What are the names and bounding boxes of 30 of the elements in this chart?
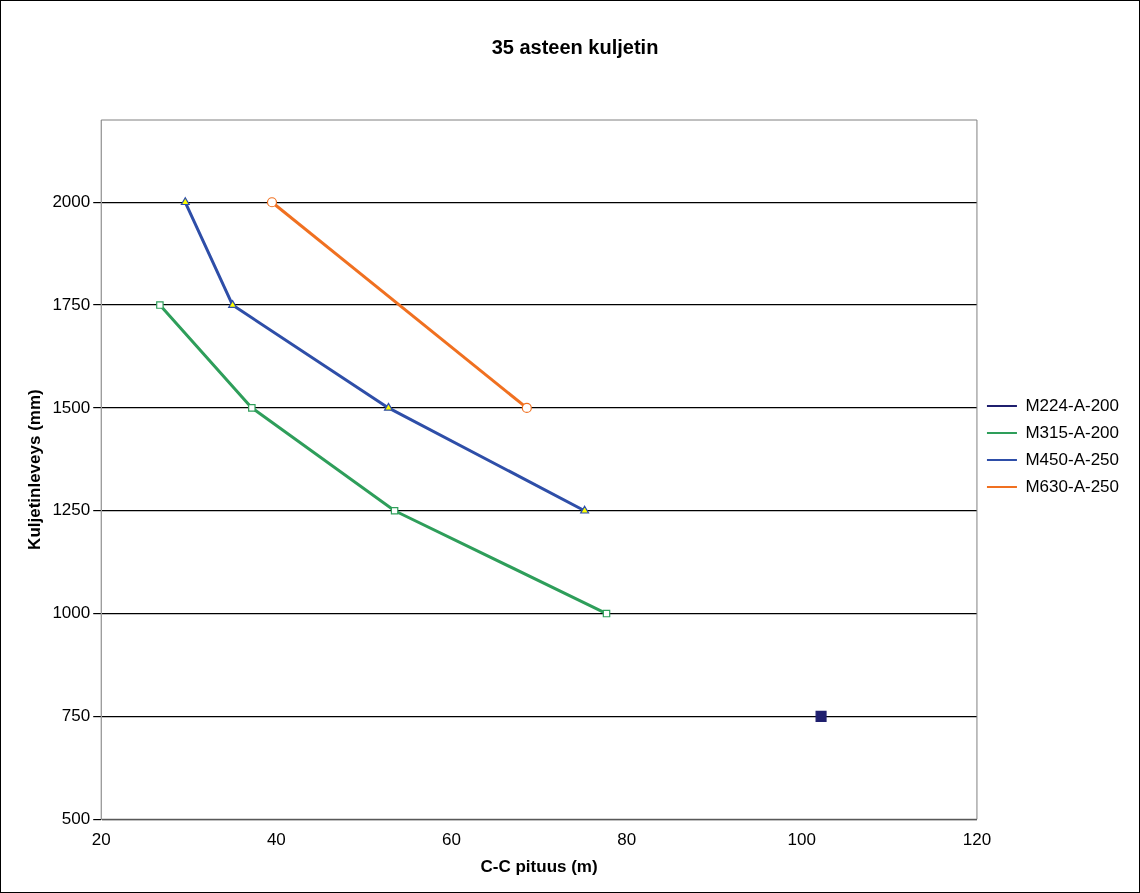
- y-tick-label: 500: [61, 808, 91, 828]
- x-axis-title: C-C pituus (m): [480, 857, 598, 877]
- y-tick-label: 750: [61, 706, 91, 726]
- point: [521, 402, 532, 414]
- legend-label: M630-A-250: [1025, 476, 1120, 496]
- point: [383, 402, 393, 411]
- y-axis-title: Kuljetinleveys (mm): [24, 389, 44, 550]
- point: [266, 197, 278, 208]
- point: [248, 404, 256, 412]
- x-tick-label: 60: [442, 830, 461, 850]
- y-tick-label: 2000: [52, 191, 91, 211]
- x-tick-label: 120: [962, 830, 992, 850]
- point: [815, 710, 827, 722]
- point: [390, 506, 399, 515]
- x-tick-label: 100: [787, 830, 816, 850]
- chart-title: 35 asteen kuljetin: [491, 35, 659, 58]
- legend-label: M315-A-200: [1025, 422, 1120, 442]
- y-tick-label: 1000: [52, 603, 91, 623]
- legend-label: M224-A-200: [1025, 395, 1120, 415]
- x-tick-label: 80: [617, 830, 637, 850]
- legend-label: M450-A-250: [1025, 449, 1120, 469]
- y-tick-label: 1750: [52, 294, 91, 314]
- x-tick-label: 40: [266, 830, 286, 850]
- point: [228, 299, 238, 308]
- point: [180, 197, 190, 206]
- y-tick-label: 1500: [52, 397, 91, 417]
- point: [156, 301, 164, 309]
- point: [580, 505, 590, 514]
- x-tick-label: 20: [91, 830, 111, 850]
- y-tick-label: 1250: [52, 500, 91, 520]
